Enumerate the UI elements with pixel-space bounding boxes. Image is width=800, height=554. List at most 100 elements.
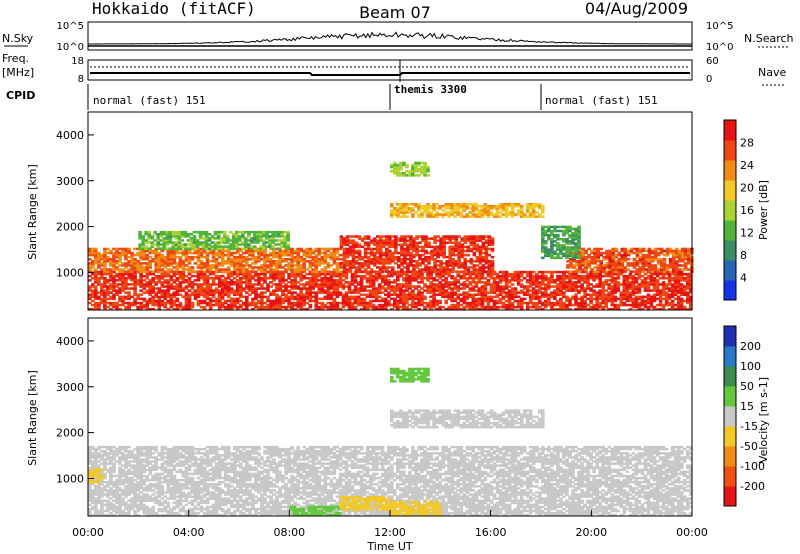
xtick-label-5: 20:00 <box>575 526 607 539</box>
echo-region-1 <box>88 247 343 273</box>
echo-region-7 <box>541 225 581 260</box>
colorbar-tick-0: 4 <box>740 272 747 285</box>
colorbar-swatch-0 <box>724 486 736 507</box>
colorbar-swatch-4 <box>724 406 736 427</box>
nsky-tick-bottom: 10^0 <box>57 42 84 53</box>
colorbar-tick-6: 28 <box>740 137 754 150</box>
velocity-xlabel: Time UT <box>366 540 412 553</box>
nave-tick-bottom: 0 <box>706 74 712 85</box>
echo-region-2 <box>339 496 392 511</box>
colorbar-swatch-5 <box>724 180 736 201</box>
colorbar-swatch-8 <box>724 120 736 141</box>
nsky-tick-top: 10^5 <box>57 21 84 32</box>
nave-tick-top: 60 <box>706 56 719 67</box>
freq-strip: Freq. [MHz] 18 8 60 0 Nave <box>2 52 786 86</box>
velocity-panel: 1000 2000 3000 4000 00:00 04:00 08:00 12:00 16:… <box>26 317 708 553</box>
ytick-label-1: 2000 <box>56 427 84 440</box>
freq-trace <box>90 72 690 76</box>
colorbar-tick-7: 200 <box>740 340 761 353</box>
colorbar-swatch-2 <box>724 446 736 467</box>
power-echo-cells <box>88 161 694 311</box>
cpid-segment-0: normal (fast) 151 <box>93 94 206 107</box>
colorbar-tick-0: -200 <box>740 480 765 493</box>
freq-tick-bottom: 8 <box>78 74 84 85</box>
echo-region-0 <box>88 270 693 311</box>
echo-region-5 <box>390 203 545 218</box>
nsky-frame <box>87 21 693 51</box>
colorbar-tick-4: 20 <box>740 182 754 195</box>
colorbar-tick-5: 50 <box>740 380 754 393</box>
cpid-segment-1: themis 3300 <box>394 83 467 96</box>
nsky-series <box>88 31 692 45</box>
ytick-label-1: 2000 <box>56 221 84 234</box>
cpid-label: CPID <box>6 89 35 102</box>
freq-unit: [MHz] <box>2 66 34 79</box>
xtick-label-3: 12:00 <box>374 526 406 539</box>
colorbar-swatch-1 <box>724 260 736 281</box>
freq-label: Freq. <box>2 52 29 65</box>
nsearch-label: N.Search <box>744 32 794 45</box>
velocity-x-ticks: 00:00 04:00 08:00 12:00 16:00 20:00 00:00 <box>72 510 708 539</box>
colorbar-swatch-6 <box>724 366 736 387</box>
echo-region-6 <box>390 367 430 383</box>
nsky-strip: N.Sky 10^5 10^0 10^5 10^0 N.Search <box>2 21 794 53</box>
xtick-label-6: 00:00 <box>676 526 708 539</box>
velocity-echo-cells <box>88 367 693 517</box>
colorbar-swatch-3 <box>724 426 736 447</box>
power-frame <box>87 111 693 311</box>
colorbar-swatch-1 <box>724 466 736 487</box>
power-ylabel: Slant Range [km] <box>26 164 39 260</box>
power-colorbar-label: Power [dB] <box>757 180 770 240</box>
nsky-label: N.Sky <box>2 32 34 45</box>
colorbar-swatch-7 <box>724 346 736 367</box>
freq-tick-top: 18 <box>71 56 84 67</box>
power-panel: 1000 2000 3000 4000 Slant Range [km] <box>26 111 694 311</box>
nsearch-tick-bottom: 10^0 <box>706 42 733 53</box>
cpid-row: CPID normal (fast) 151 themis 3300 norma… <box>6 83 658 110</box>
echo-region-1 <box>289 505 342 517</box>
echo-region-5 <box>390 409 545 429</box>
ytick-label-3: 4000 <box>56 335 84 348</box>
radar-title: Hokkaido (fitACF) <box>92 0 256 18</box>
colorbar-tick-1: 8 <box>740 249 747 262</box>
colorbar-tick-3: 16 <box>740 204 754 217</box>
colorbar-swatch-0 <box>724 280 736 301</box>
power-y-ticks: 1000 2000 3000 4000 <box>56 129 94 279</box>
nsearch-tick-top: 10^5 <box>706 21 733 32</box>
echo-region-3 <box>390 500 442 516</box>
ytick-label-3: 4000 <box>56 129 84 142</box>
echo-region-2 <box>339 235 495 273</box>
ytick-label-2: 3000 <box>56 381 84 394</box>
velocity-y-ticks: 1000 2000 3000 4000 <box>56 335 94 485</box>
freq-frame <box>87 59 693 81</box>
colorbar-swatch-5 <box>724 386 736 407</box>
colorbar-tick-6: 100 <box>740 360 761 373</box>
echo-region-4 <box>88 468 104 484</box>
colorbar-tick-2: 12 <box>740 227 754 240</box>
power-colorbar: 4 8 12 16 20 24 28 Power [dB] <box>723 119 770 301</box>
velocity-colorbar: -200 -100 -50 -15 15 50 100 200 Velocity [m s-1… <box>723 325 770 507</box>
ytick-label-0: 1000 <box>56 472 84 485</box>
nave-label: Nave <box>758 66 786 79</box>
velocity-ylabel: Slant Range [km] <box>26 370 39 466</box>
echo-region-6 <box>390 161 430 177</box>
colorbar-tick-4: 15 <box>740 400 754 413</box>
xtick-label-2: 08:00 <box>273 526 305 539</box>
nsky-trace <box>88 31 692 47</box>
colorbar-swatch-2 <box>724 240 736 261</box>
colorbar-tick-1: -100 <box>740 460 765 473</box>
ytick-label-0: 1000 <box>56 266 84 279</box>
colorbar-swatch-4 <box>724 200 736 221</box>
echo-region-4 <box>138 230 290 250</box>
velocity-colorbar-label: Velocity [m s-1] <box>757 377 770 463</box>
colorbar-swatch-6 <box>724 160 736 181</box>
beam-title: Beam 07 <box>359 3 431 22</box>
date-title: 04/Aug/2009 <box>585 0 688 18</box>
echo-region-3 <box>566 247 694 273</box>
colorbar-swatch-3 <box>724 220 736 241</box>
colorbar-swatch-8 <box>724 326 736 347</box>
colorbar-tick-2: -50 <box>740 440 758 453</box>
xtick-label-0: 00:00 <box>72 526 104 539</box>
colorbar-tick-3: -15 <box>740 420 758 433</box>
